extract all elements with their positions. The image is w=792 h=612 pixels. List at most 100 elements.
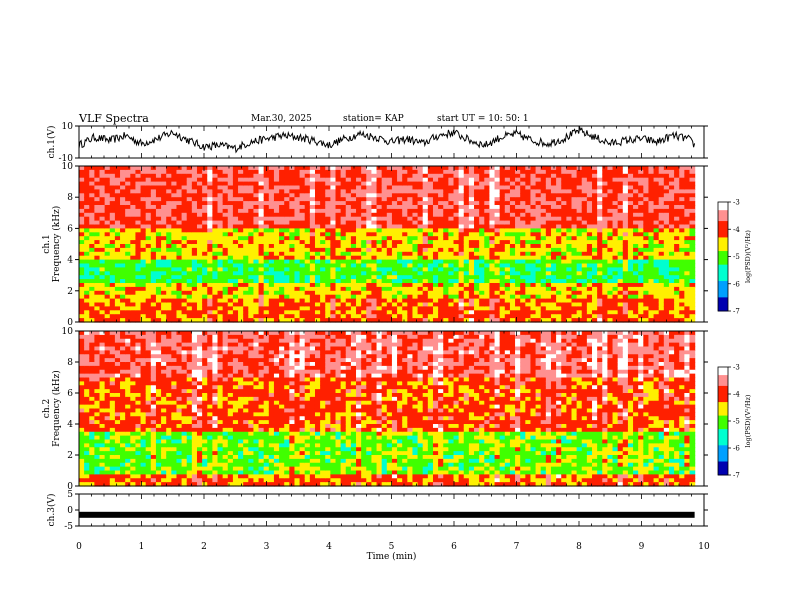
heatmap-cell xyxy=(222,201,229,206)
heatmap-cell xyxy=(422,197,429,202)
heatmap-cell xyxy=(402,212,408,218)
heatmap-cell xyxy=(248,236,255,241)
heatmap-cell xyxy=(581,290,588,296)
heatmap-cell xyxy=(340,255,347,261)
heatmap-cell xyxy=(545,169,552,175)
heatmap-cell xyxy=(607,212,614,218)
heatmap-cell xyxy=(499,259,506,265)
heatmap-cell xyxy=(571,228,578,233)
heatmap-cell xyxy=(361,247,367,253)
heatmap-cell xyxy=(643,173,650,179)
heatmap-cell xyxy=(407,228,414,233)
heatmap-cell xyxy=(104,189,111,194)
heatmap-cell xyxy=(571,251,578,257)
heatmap-cell xyxy=(494,263,501,268)
heatmap-cell xyxy=(79,318,85,323)
heatmap-cell xyxy=(586,271,593,276)
heatmap-cell xyxy=(530,279,537,284)
heatmap-cell xyxy=(520,255,526,261)
heatmap-cell xyxy=(79,232,85,237)
heatmap-cell xyxy=(617,169,624,175)
heatmap-cell xyxy=(84,302,90,307)
heatmap-cell xyxy=(196,306,203,311)
heatmap-cell xyxy=(417,310,424,315)
heatmap-cell xyxy=(391,279,398,284)
heatmap-cell xyxy=(684,263,691,268)
heatmap-cell xyxy=(99,255,106,261)
heatmap-cell xyxy=(89,286,95,292)
heatmap-cell xyxy=(248,216,255,222)
heatmap-cell xyxy=(176,298,183,304)
heatmap-cell xyxy=(479,240,485,245)
heatmap-cell xyxy=(448,177,455,183)
heatmap-cell xyxy=(145,181,152,187)
heatmap-cell xyxy=(427,220,434,226)
heatmap-cell xyxy=(196,267,203,272)
heatmap-cell xyxy=(320,283,326,288)
heatmap-cell xyxy=(443,201,449,206)
heatmap-cell xyxy=(663,181,670,187)
heatmap-cell xyxy=(607,259,614,265)
heatmap-cell xyxy=(171,294,178,300)
heatmap-cell xyxy=(545,240,552,245)
heatmap-cell xyxy=(155,193,162,198)
heatmap-cell xyxy=(581,212,588,218)
heatmap-cell xyxy=(207,298,213,304)
heatmap-cell xyxy=(94,240,101,245)
heatmap-cell xyxy=(597,240,603,245)
heatmap-cell xyxy=(576,283,583,288)
heatmap-cell xyxy=(371,173,378,179)
heatmap-cell xyxy=(581,275,588,280)
heatmap-cell xyxy=(489,244,496,249)
heatmap-cell xyxy=(489,275,496,280)
heatmap-cell xyxy=(443,173,449,179)
heatmap-cell xyxy=(258,181,265,187)
heatmap-cell xyxy=(166,240,172,245)
heatmap-cell xyxy=(145,205,152,210)
heatmap-cell xyxy=(320,228,326,233)
heatmap-cell xyxy=(474,275,480,280)
heatmap-cell xyxy=(94,255,101,261)
heatmap-cell xyxy=(325,193,331,198)
heatmap-cell xyxy=(566,232,573,237)
heatmap-cell xyxy=(145,290,152,296)
heatmap-cell xyxy=(181,197,188,202)
heatmap-cell xyxy=(545,275,552,280)
heatmap-cell xyxy=(125,216,131,222)
heatmap-cell xyxy=(417,267,424,272)
heatmap-cell xyxy=(592,251,598,257)
heatmap-cell xyxy=(238,193,244,198)
heatmap-cell xyxy=(438,169,444,175)
heatmap-cell xyxy=(263,224,270,229)
heatmap-cell xyxy=(289,275,296,280)
heatmap-cell xyxy=(417,302,424,307)
heatmap-cell xyxy=(350,244,357,249)
heatmap-cell xyxy=(556,255,562,261)
heatmap-cell xyxy=(412,318,419,323)
heatmap-cell xyxy=(155,247,162,253)
heatmap-cell xyxy=(125,197,131,202)
heatmap-cell xyxy=(391,177,398,183)
heatmap-cell xyxy=(679,283,685,288)
heatmap-cell xyxy=(304,173,311,179)
heatmap-cell xyxy=(79,275,85,280)
heatmap-cell xyxy=(140,166,147,171)
heatmap-cell xyxy=(320,201,326,206)
heatmap-cell xyxy=(479,212,485,218)
heatmap-cell xyxy=(525,177,532,183)
heatmap-cell xyxy=(304,318,311,323)
heatmap-cell xyxy=(453,279,460,284)
heatmap-cell xyxy=(222,173,229,179)
heatmap-cell xyxy=(335,173,342,179)
heatmap-cell xyxy=(561,212,567,218)
heatmap-cell xyxy=(622,275,629,280)
heatmap-cell xyxy=(638,177,644,183)
heatmap-cell xyxy=(612,255,619,261)
heatmap-cell xyxy=(376,247,383,253)
heatmap-cell xyxy=(397,286,403,292)
heatmap-cell xyxy=(207,173,213,179)
heatmap-cell xyxy=(453,244,460,249)
heatmap-cell xyxy=(361,286,367,292)
heatmap-cell xyxy=(84,267,90,272)
heatmap-cell xyxy=(299,177,306,183)
